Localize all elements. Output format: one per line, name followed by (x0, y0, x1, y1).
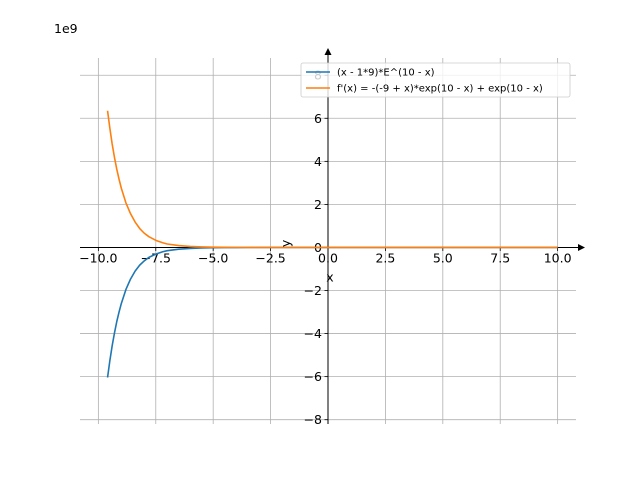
y-tick-label: 2 (314, 197, 322, 212)
x-tick-label: −2.5 (255, 250, 285, 265)
legend-entry-label: (x - 1*9)*E^(10 - x) (337, 68, 435, 79)
series-line-1 (106, 246, 558, 378)
legend-box (300, 62, 571, 98)
y-tick-label: 6 (314, 111, 322, 126)
x-axis-label: x (326, 269, 333, 284)
y-tick-label: −8 (304, 412, 322, 427)
series-lines (106, 110, 558, 378)
y-tick-label: 4 (314, 154, 322, 169)
x-axis-arrow (578, 243, 585, 251)
legend: (x - 1*9)*E^(10 - x) f'(x) = -(-9 + x)*ex… (300, 62, 571, 98)
y-axis-label: y (278, 239, 293, 247)
y-axis-arrow (324, 48, 332, 55)
x-tick-label: 7.5 (490, 250, 510, 265)
x-tick-label: −7.5 (141, 250, 171, 265)
y-tick-label: −2 (304, 283, 322, 298)
x-tick-label: 0.0 (318, 250, 338, 265)
y-tick-label: −4 (304, 326, 322, 341)
x-tick-label: 5.0 (433, 250, 453, 265)
x-tick-label: 2.5 (375, 250, 395, 265)
y-scale-exponent-label: 1e9 (54, 21, 78, 36)
x-tick-label: −10.0 (79, 250, 117, 265)
series-line-2 (106, 110, 558, 249)
legend-entry-label: f'(x) = -(-9 + x)*exp(10 - x) + exp(10 -… (337, 84, 543, 95)
x-tick-label: 10.0 (544, 250, 572, 265)
axes: −10.0 −7.5 −5.0 −2.5 0.0 2.5 5.0 7.5 10.0 −8 −6 −4 −… (79, 48, 585, 427)
x-tick-label: −5.0 (198, 250, 228, 265)
y-tick-label: −6 (304, 369, 322, 384)
